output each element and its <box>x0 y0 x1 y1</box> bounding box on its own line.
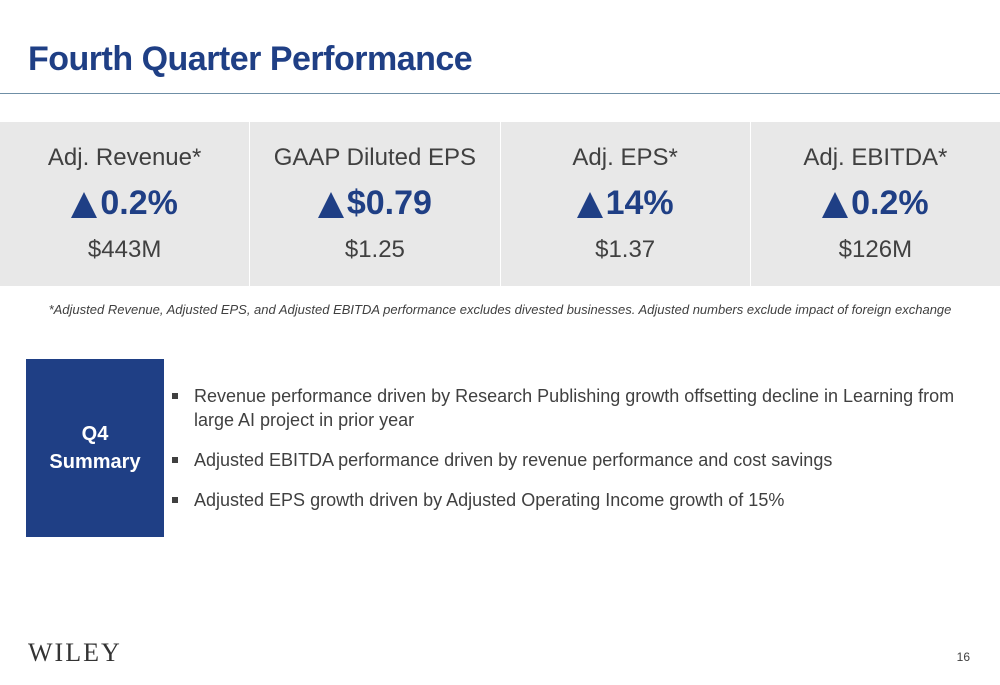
square-bullet-icon <box>172 497 178 503</box>
metric-label: Adj. Revenue* <box>47 144 202 171</box>
metric-change: 0.2% <box>0 184 249 223</box>
metric-adj-eps: Adj. EPS* 14% $1.37 <box>501 122 751 286</box>
metric-label: Adj. EPS* <box>572 144 678 171</box>
slide-title: Fourth Quarter Performance <box>28 40 473 78</box>
summary-bullet-list: Revenue performance driven by Research P… <box>172 384 962 528</box>
metric-change: $0.79 <box>250 184 499 223</box>
up-arrow-icon <box>576 191 603 218</box>
metric-change: 0.2% <box>751 184 1000 223</box>
list-item: Revenue performance driven by Research P… <box>172 384 962 432</box>
up-arrow-icon <box>822 191 849 218</box>
metric-value: $126M <box>838 236 913 263</box>
metric-label: GAAP Diluted EPS <box>273 144 477 171</box>
metric-change: 14% <box>501 184 750 223</box>
metric-change-value: $0.79 <box>346 184 432 222</box>
up-arrow-icon <box>317 191 344 218</box>
metric-gaap-diluted-eps: GAAP Diluted EPS $0.79 $1.25 <box>250 122 501 286</box>
square-bullet-icon <box>172 393 178 399</box>
list-item: Adjusted EBITDA performance driven by re… <box>172 448 962 472</box>
metric-value: $443M <box>87 236 162 263</box>
metric-adj-revenue: Adj. Revenue* 0.2% $443M <box>0 122 251 286</box>
metric-adj-ebitda: Adj. EBITDA* 0.2% $126M <box>751 122 1000 286</box>
q4-summary-box: Q4 Summary <box>26 359 164 537</box>
bullet-text: Adjusted EBITDA performance driven by re… <box>194 450 833 470</box>
wiley-logo: WILEY <box>28 638 122 667</box>
title-divider <box>0 93 1000 94</box>
metric-value: $1.25 <box>344 236 405 263</box>
page-number: 16 <box>956 650 970 664</box>
bullet-text: Revenue performance driven by Research P… <box>194 386 955 430</box>
metric-change-value: 0.2% <box>100 184 178 222</box>
bullet-text: Adjusted EPS growth driven by Adjusted O… <box>194 490 785 510</box>
up-arrow-icon <box>71 191 98 218</box>
metric-change-value: 0.2% <box>851 184 929 222</box>
metric-change-value: 14% <box>605 184 674 222</box>
footnote: *Adjusted Revenue, Adjusted EPS, and Adj… <box>48 302 952 317</box>
metric-label: Adj. EBITDA* <box>803 144 948 171</box>
summary-heading-line2: Summary <box>49 451 141 473</box>
square-bullet-icon <box>172 457 178 463</box>
summary-heading-line1: Q4 <box>81 423 109 445</box>
metrics-band: Adj. Revenue* 0.2% $443M GAAP Diluted EP… <box>0 122 1000 286</box>
list-item: Adjusted EPS growth driven by Adjusted O… <box>172 488 962 512</box>
metric-value: $1.37 <box>595 236 656 263</box>
